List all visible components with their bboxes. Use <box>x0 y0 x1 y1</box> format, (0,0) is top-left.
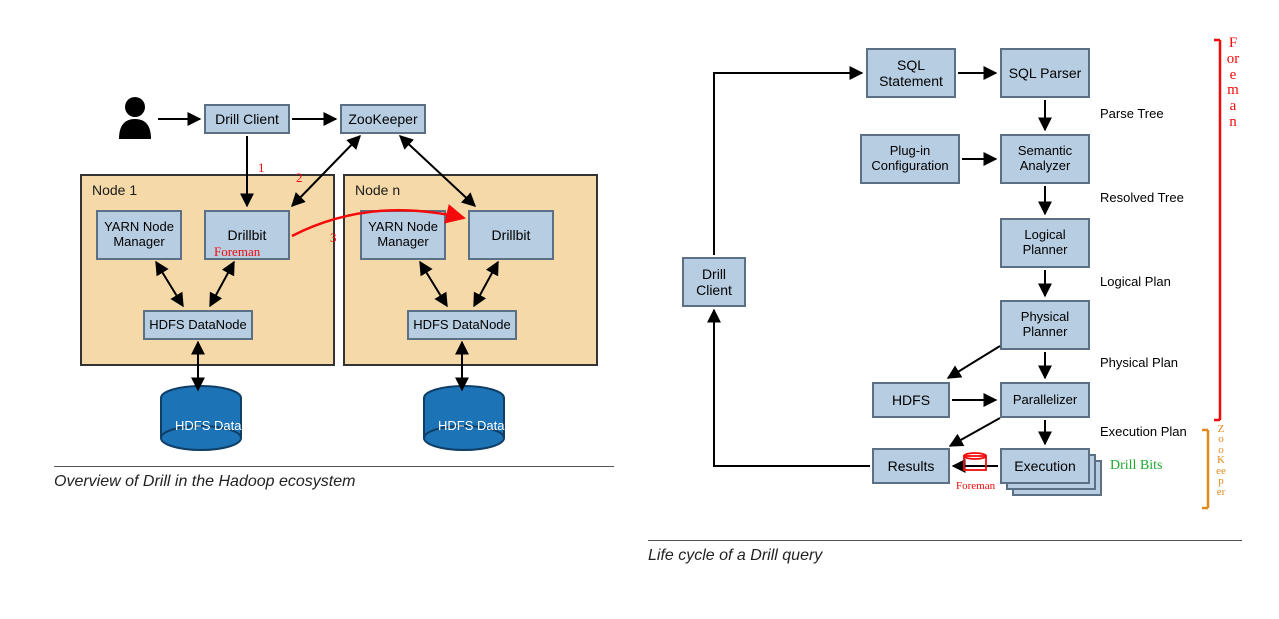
anno-num2: 2 <box>296 170 303 186</box>
noden-hdfs-datanode: HDFS DataNode <box>407 310 517 340</box>
anno-num1: 1 <box>258 160 265 176</box>
right-caption: Life cycle of a Drill query <box>648 540 1242 565</box>
left-caption: Overview of Drill in the Hadoop ecosyste… <box>54 466 614 491</box>
hdfs-data-n-label: HDFS Data <box>438 418 504 433</box>
lbl-logical-plan: Logical Plan <box>1100 274 1171 289</box>
box-logical-planner: Logical Planner <box>1000 218 1090 268</box>
box-hdfs: HDFS <box>872 382 950 418</box>
box-parallelizer: Parallelizer <box>1000 382 1090 418</box>
node1-yarn: YARN Node Manager <box>96 210 182 260</box>
box-plugin-config: Plug-in Configuration <box>860 134 960 184</box>
box-execution: Execution <box>1000 448 1090 484</box>
box-sql-parser: SQL Parser <box>1000 48 1090 98</box>
box-results: Results <box>872 448 950 484</box>
box-semantic-analyzer: Semantic Analyzer <box>1000 134 1090 184</box>
lbl-resolved-tree: Resolved Tree <box>1100 190 1184 205</box>
box-sql-statement: SQL Statement <box>866 48 956 98</box>
user-icon <box>115 95 155 141</box>
box-drill-client-left: Drill Client <box>204 104 290 134</box>
node1-title: Node 1 <box>92 182 137 198</box>
hdfs-data-1-label: HDFS Data <box>175 418 241 433</box>
box-physical-planner: Physical Planner <box>1000 300 1090 350</box>
node1-hdfs-datanode: HDFS DataNode <box>143 310 253 340</box>
anno-foreman: Foreman <box>214 244 260 260</box>
noden-drillbit: Drillbit <box>468 210 554 260</box>
anno-num3: 3 <box>330 230 337 246</box>
box-zookeeper: ZooKeeper <box>340 104 426 134</box>
noden-yarn: YARN Node Manager <box>360 210 446 260</box>
anno-foreman-small: Foreman <box>956 480 995 492</box>
anno-drillbits: Drill Bits <box>1110 458 1163 474</box>
anno-zookeeper-vert: ZooKeeper <box>1216 424 1226 497</box>
box-drill-client-right: Drill Client <box>682 257 746 307</box>
noden-title: Node n <box>355 182 400 198</box>
lbl-execution-plan: Execution Plan <box>1100 424 1187 439</box>
lbl-parse-tree: Parse Tree <box>1100 106 1164 121</box>
lbl-physical-plan: Physical Plan <box>1100 355 1178 370</box>
anno-foreman-vert: Foreman <box>1226 36 1240 131</box>
